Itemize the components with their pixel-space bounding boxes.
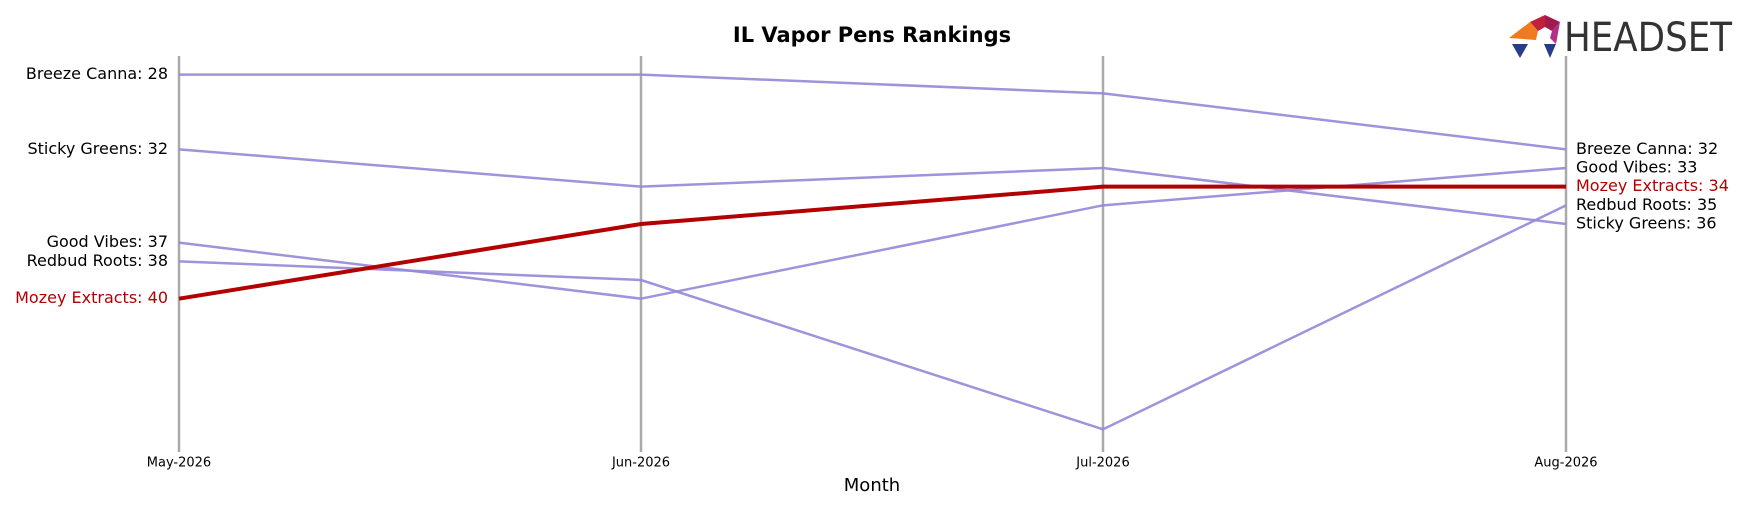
logo: HEADSET	[1509, 15, 1732, 61]
logo-icon	[1509, 22, 1538, 40]
logo-icon	[1512, 44, 1528, 58]
value-label: Mozey Extracts: 40	[15, 288, 168, 307]
rank-line	[179, 73, 1567, 151]
value-label: Redbud Roots: 35	[1576, 195, 1717, 214]
rank-line	[178, 204, 1567, 431]
value-label: Breeze Canna: 28	[26, 64, 168, 83]
value-label: Sticky Greens: 36	[1576, 214, 1717, 233]
logo-icon	[1530, 15, 1545, 31]
rank-line	[178, 148, 1567, 226]
value-label: Good Vibes: 37	[47, 232, 168, 251]
x-tick-label: May-2026	[147, 456, 211, 471]
value-label: Good Vibes: 33	[1576, 158, 1697, 177]
x-tick-label: Aug-2026	[1534, 456, 1597, 471]
logo-icon	[1544, 44, 1556, 58]
rank-line	[178, 184, 1566, 301]
logo-icon	[1545, 15, 1560, 31]
logo-text: HEADSET	[1564, 15, 1732, 61]
logo-icon	[1550, 22, 1560, 44]
chart-title: IL Vapor Pens Rankings	[733, 23, 1011, 47]
x-tick-label: Jun-2026	[611, 456, 670, 471]
value-label: Mozey Extracts: 34	[1576, 176, 1729, 195]
value-label: Breeze Canna: 32	[1576, 139, 1718, 158]
x-axis-label: Month	[844, 475, 900, 496]
value-label: Redbud Roots: 38	[27, 251, 168, 270]
x-tick-label: Jul-2026	[1075, 456, 1129, 471]
value-label: Sticky Greens: 32	[27, 139, 168, 158]
